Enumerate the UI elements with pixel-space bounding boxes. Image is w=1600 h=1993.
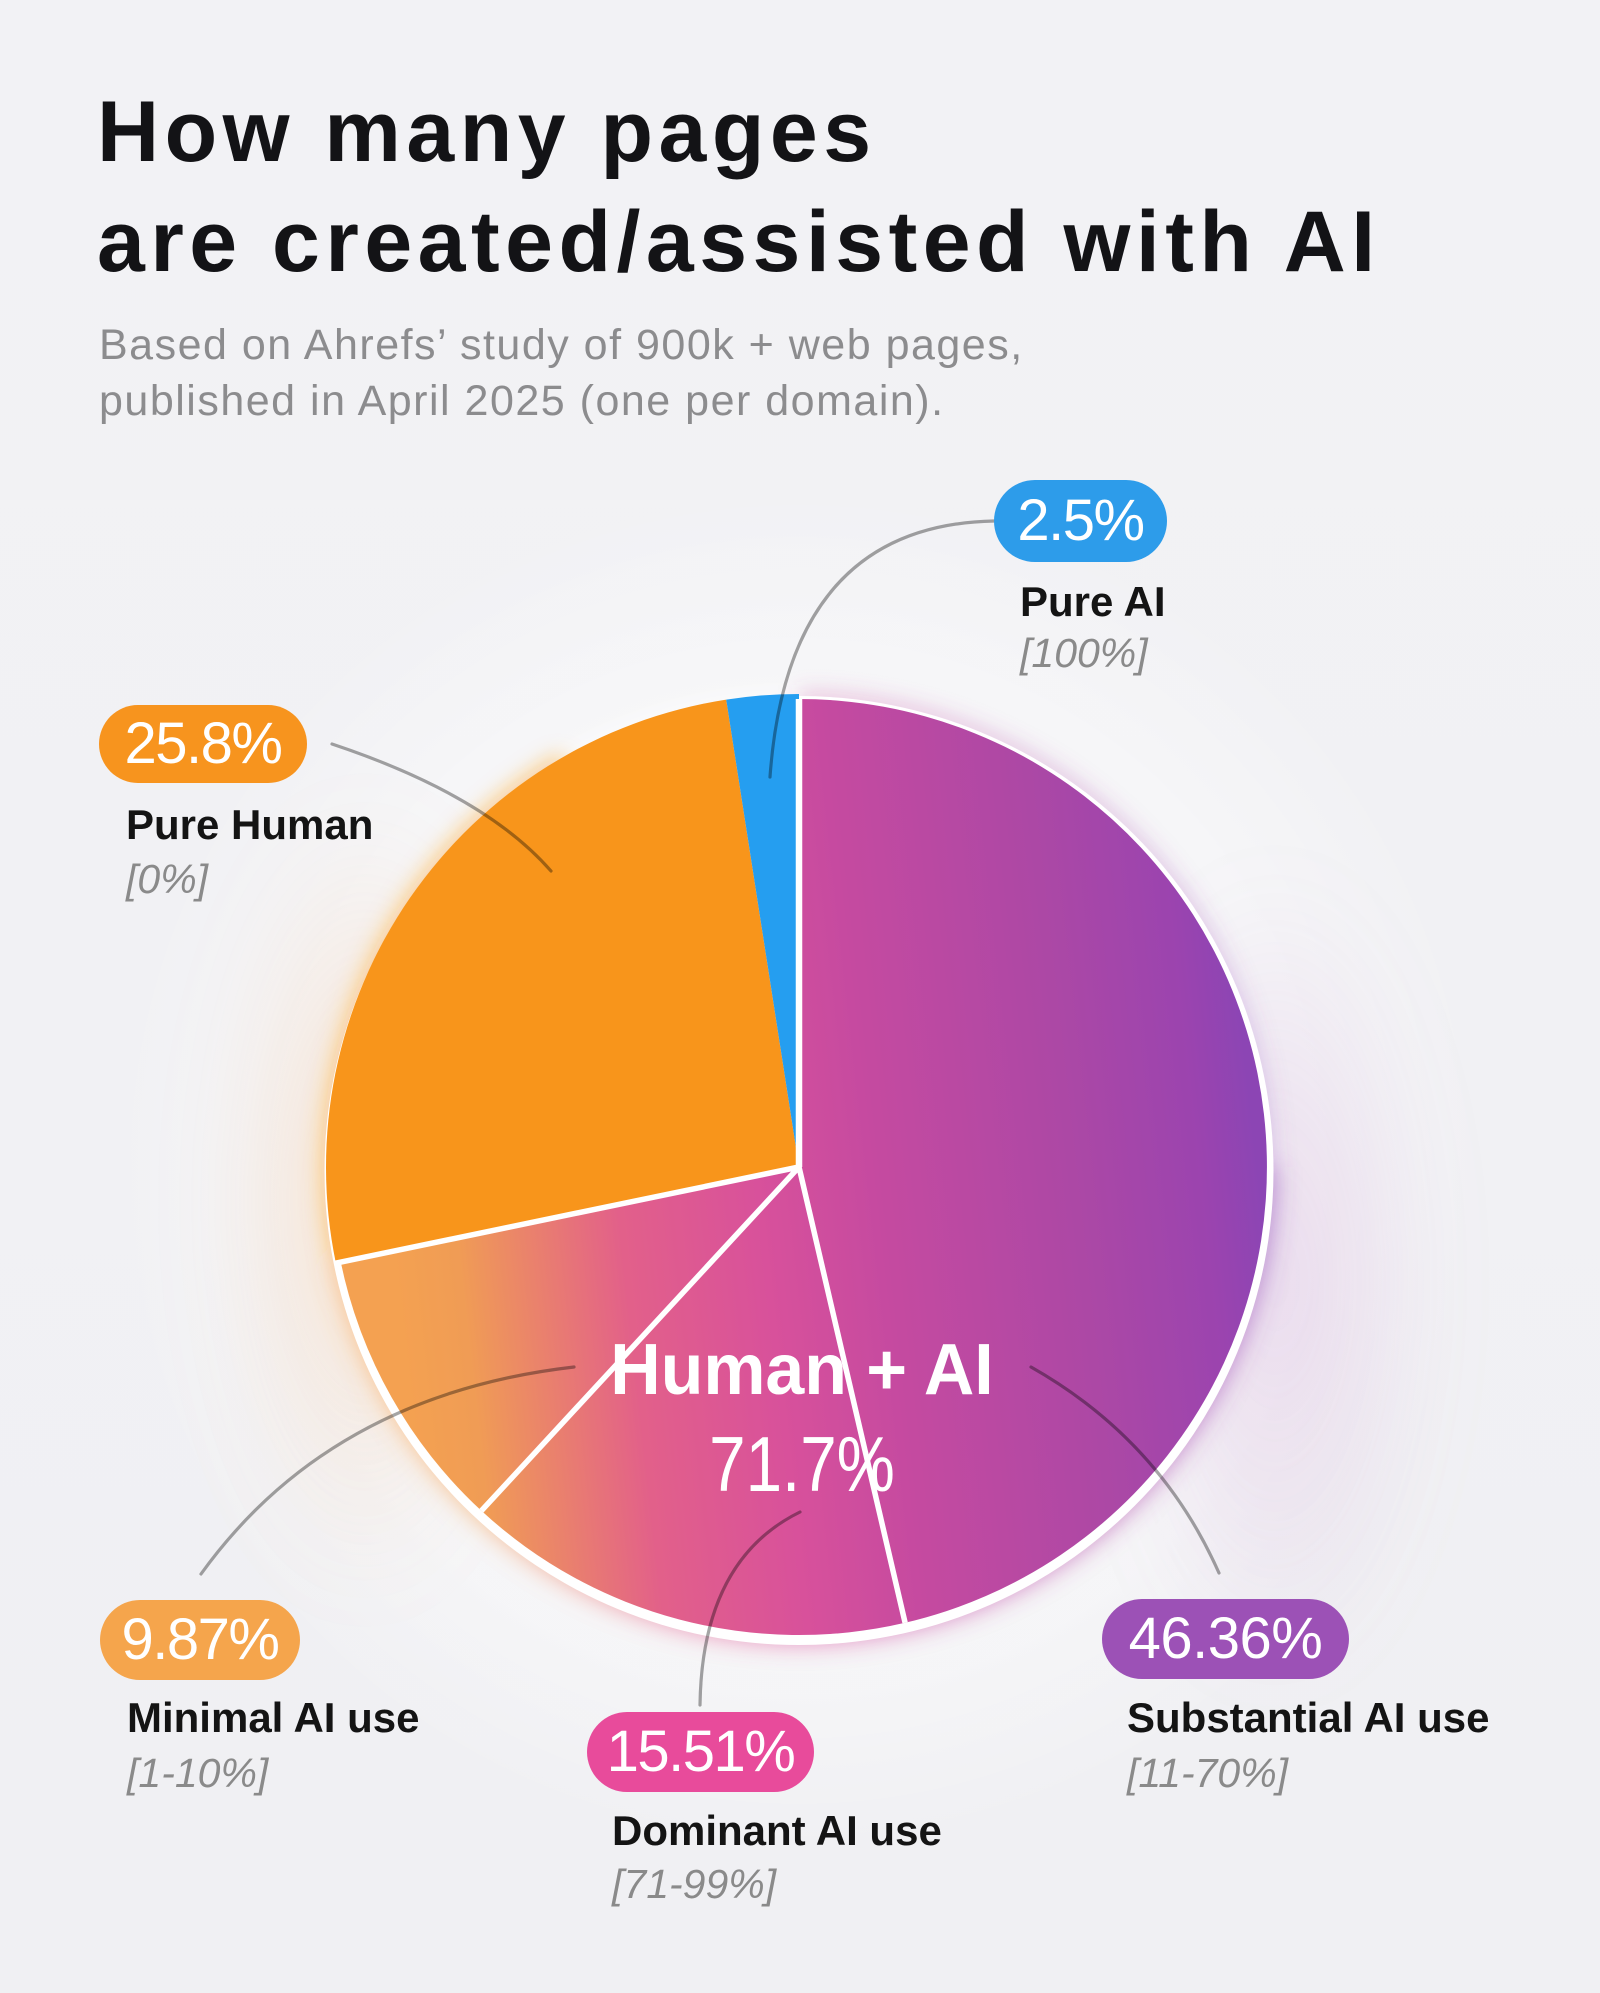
svg-text:71.7%: 71.7% (709, 1422, 895, 1509)
svg-text:Human + AI: Human + AI (610, 1330, 993, 1410)
